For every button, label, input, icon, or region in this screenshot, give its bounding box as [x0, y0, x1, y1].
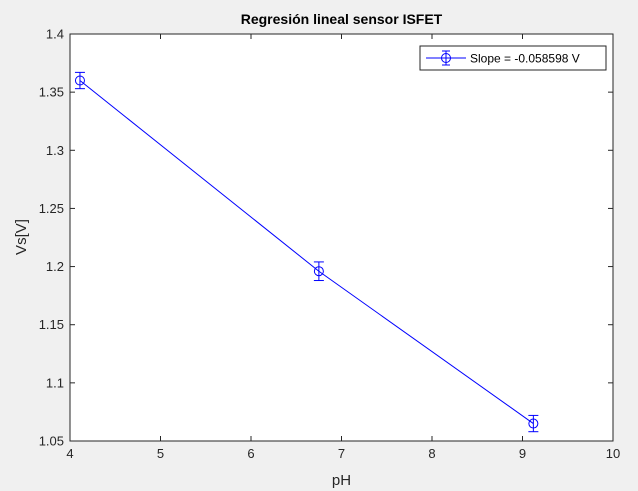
y-tick-label: 1.15 — [39, 317, 64, 332]
x-tick-label: 7 — [338, 446, 345, 461]
y-tick-label: 1.3 — [46, 143, 64, 158]
data-marks — [74, 71, 539, 433]
y-tick-label: 1.2 — [46, 259, 64, 274]
ticks: 4 5 6 7 8 9 10 1.05 1.1 1.15 1.2 1.25 1.3 1.35 1.4 — [39, 27, 621, 462]
y-tick-label: 1.35 — [39, 85, 64, 100]
x-tick-label: 6 — [247, 446, 254, 461]
y-tick-label: 1.1 — [46, 375, 64, 390]
legend-marker — [441, 53, 451, 63]
y-tick-label: 1.25 — [39, 201, 64, 216]
x-tick-label: 9 — [519, 446, 526, 461]
x-tick-label: 4 — [66, 446, 73, 461]
data-point — [74, 75, 85, 86]
data-point — [528, 418, 539, 429]
x-axis-label: pH — [332, 472, 351, 489]
chart-title: Regresión lineal sensor ISFET — [241, 11, 443, 27]
y-tick-label: 1.4 — [46, 27, 64, 42]
legend-label: Slope = -0.058598 V — [470, 52, 580, 66]
x-tick-label: 8 — [428, 446, 435, 461]
data-point — [313, 266, 324, 277]
y-axis-label: Vs[V] — [13, 219, 30, 255]
y-tick-label: 1.05 — [39, 434, 64, 449]
x-tick-label: 5 — [157, 446, 164, 461]
x-tick-label: 10 — [606, 446, 620, 461]
plot-area — [69, 33, 614, 442]
legend: Slope = -0.058598 V — [419, 45, 607, 71]
